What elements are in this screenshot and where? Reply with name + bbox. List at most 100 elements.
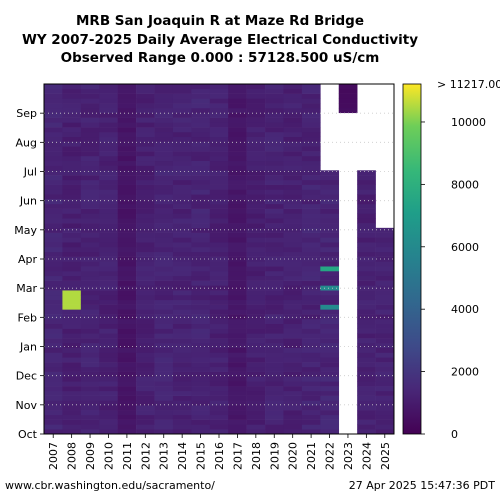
heatmap-cell bbox=[209, 160, 229, 166]
heatmap-cell bbox=[154, 160, 174, 166]
heatmap-cell bbox=[301, 371, 321, 377]
heatmap-cell bbox=[283, 242, 303, 248]
heatmap-cell bbox=[136, 237, 155, 243]
heatmap-cell bbox=[154, 266, 174, 272]
heatmap-cell bbox=[80, 357, 100, 363]
heatmap-cell bbox=[44, 117, 63, 123]
heatmap-cell bbox=[154, 429, 174, 435]
heatmap-cell bbox=[228, 223, 247, 229]
heatmap-cell bbox=[301, 424, 321, 430]
heatmap-cell bbox=[172, 275, 192, 281]
heatmap-cell bbox=[246, 213, 266, 219]
heatmap-cell bbox=[265, 98, 284, 104]
heatmap-cell bbox=[283, 223, 303, 229]
heatmap-cell bbox=[62, 414, 82, 420]
heatmap-cell bbox=[228, 146, 247, 152]
heatmap-cell bbox=[283, 347, 303, 353]
heatmap-cell bbox=[320, 410, 340, 416]
heatmap-cell bbox=[375, 323, 395, 329]
heatmap-cell bbox=[44, 127, 63, 133]
x-tick-label: 2025 bbox=[379, 442, 392, 470]
heatmap-cell bbox=[301, 429, 321, 435]
heatmap-cell bbox=[320, 266, 340, 272]
heatmap-cell bbox=[44, 160, 63, 166]
heatmap-cell bbox=[375, 309, 395, 315]
heatmap-cell bbox=[375, 247, 395, 253]
heatmap-cell bbox=[191, 338, 211, 344]
heatmap-cell bbox=[172, 141, 192, 147]
heatmap-cell bbox=[301, 290, 321, 296]
heatmap-cell bbox=[99, 328, 118, 334]
heatmap-cell bbox=[265, 261, 284, 267]
heatmap-cell bbox=[80, 400, 100, 406]
y-tick-label: Dec bbox=[16, 370, 37, 383]
heatmap-cell bbox=[301, 155, 321, 162]
heatmap-cell bbox=[357, 203, 376, 209]
heatmap-cell bbox=[228, 323, 247, 329]
heatmap-cell bbox=[80, 93, 100, 99]
heatmap-cell bbox=[265, 223, 284, 229]
heatmap-cell bbox=[117, 280, 137, 286]
heatmap-cell bbox=[172, 88, 192, 94]
heatmap-cell bbox=[375, 237, 395, 243]
heatmap-cell bbox=[357, 184, 376, 190]
heatmap-cell bbox=[62, 237, 82, 243]
heatmap-cell bbox=[320, 194, 340, 200]
heatmap-cell bbox=[191, 218, 211, 224]
heatmap-cell bbox=[172, 223, 192, 229]
heatmap-cell bbox=[172, 256, 192, 262]
heatmap-cell bbox=[301, 362, 321, 368]
heatmap-cell bbox=[375, 251, 395, 257]
heatmap-cell bbox=[117, 131, 137, 138]
heatmap-cell bbox=[136, 131, 155, 138]
heatmap-cell bbox=[136, 127, 155, 133]
heatmap-cell bbox=[44, 395, 63, 401]
footer-source: www.cbr.washington.edu/sacramento/ bbox=[5, 479, 215, 492]
heatmap-cell bbox=[301, 328, 321, 334]
heatmap-cell bbox=[246, 419, 266, 425]
heatmap-cell bbox=[117, 290, 137, 296]
heatmap-cell bbox=[62, 98, 82, 104]
title-line-2: WY 2007-2025 Daily Average Electrical Co… bbox=[22, 32, 418, 48]
heatmap-cell bbox=[136, 227, 155, 233]
heatmap-cell bbox=[172, 227, 192, 233]
heatmap-cell bbox=[228, 357, 247, 363]
heatmap-cell bbox=[357, 318, 376, 325]
heatmap-cell bbox=[62, 323, 82, 329]
heatmap-cell bbox=[154, 395, 174, 401]
heatmap-cell bbox=[117, 362, 137, 368]
heatmap-cell bbox=[154, 314, 174, 320]
heatmap-cell bbox=[172, 160, 192, 166]
heatmap-cell bbox=[172, 318, 192, 325]
heatmap-cell bbox=[191, 223, 211, 229]
heatmap-cell bbox=[117, 112, 137, 118]
heatmap-cell bbox=[246, 318, 266, 325]
heatmap-cell bbox=[172, 98, 192, 104]
heatmap-cell bbox=[301, 342, 321, 348]
heatmap-cell bbox=[265, 194, 284, 200]
heatmap-cell bbox=[99, 103, 118, 109]
heatmap-cell bbox=[283, 352, 303, 358]
heatmap-cell bbox=[136, 357, 155, 363]
heatmap-cell bbox=[80, 338, 100, 344]
heatmap-cell bbox=[191, 410, 211, 416]
heatmap-cell bbox=[301, 88, 321, 94]
y-axis: Oct Nov Dec Jan Feb Mar Apr May Jun Jul Aug Sep bbox=[14, 107, 44, 441]
heatmap-cell bbox=[209, 227, 229, 233]
heatmap-cell bbox=[44, 141, 63, 147]
heatmap-cell bbox=[154, 98, 174, 104]
heatmap-cell bbox=[44, 366, 63, 372]
heatmap-cell bbox=[62, 376, 82, 382]
heatmap-cell bbox=[117, 107, 137, 114]
heatmap-cell bbox=[228, 227, 247, 233]
heatmap-cell bbox=[154, 419, 174, 425]
heatmap-cell bbox=[80, 189, 100, 195]
heatmap-cell bbox=[228, 410, 247, 416]
heatmap-cell bbox=[172, 309, 192, 315]
heatmap-cell bbox=[80, 247, 100, 253]
heatmap-cell bbox=[246, 338, 266, 344]
heatmap-cell bbox=[136, 103, 155, 109]
heatmap-cell bbox=[99, 146, 118, 152]
heatmap-cell bbox=[228, 414, 247, 420]
heatmap-cell bbox=[172, 333, 192, 339]
